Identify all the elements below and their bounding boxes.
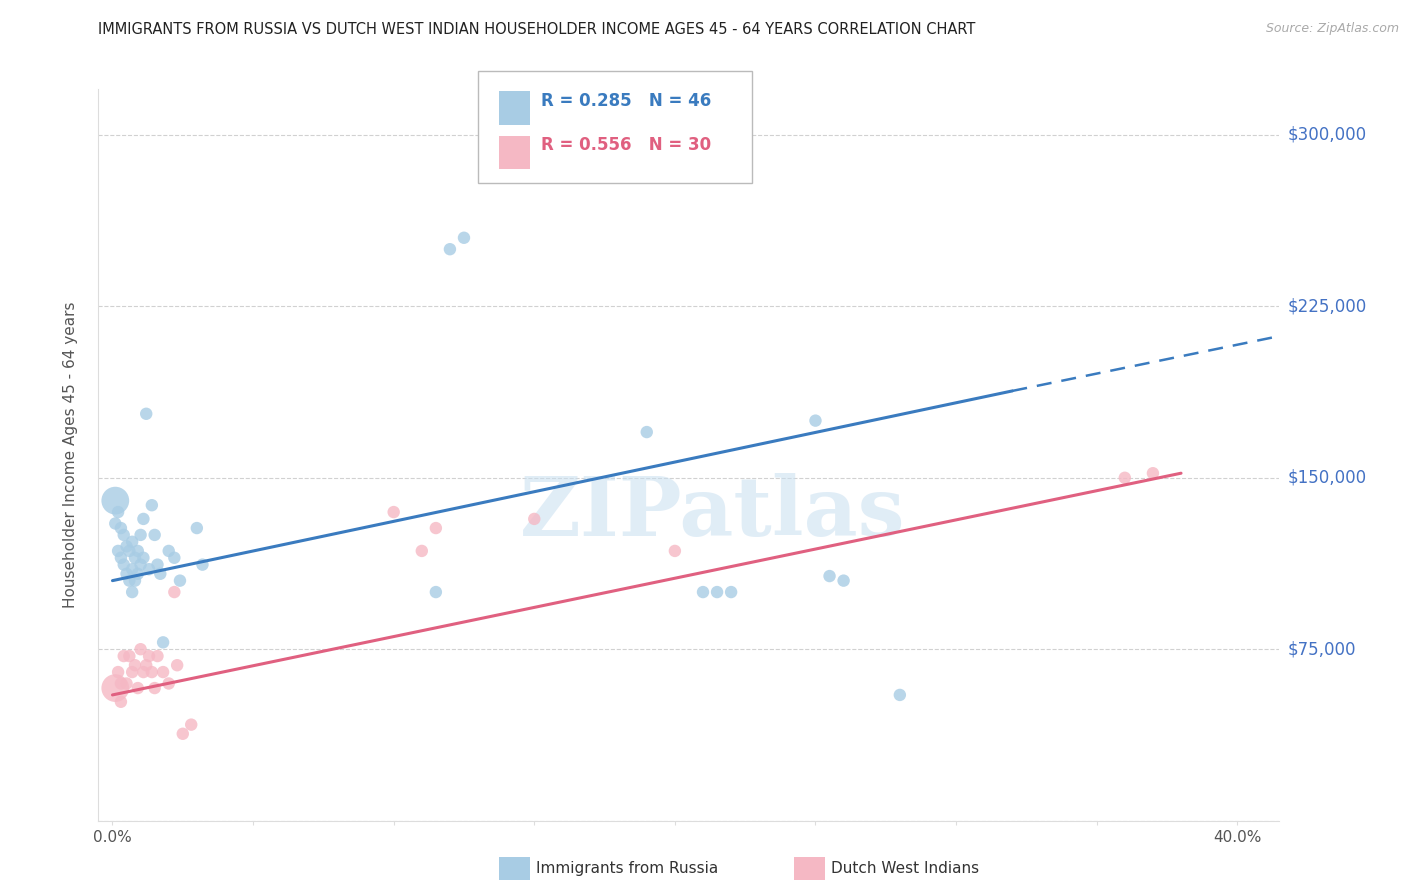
Point <box>439 242 461 256</box>
Point <box>149 566 172 581</box>
Point <box>112 649 135 664</box>
Point <box>132 512 155 526</box>
Text: R = 0.556   N = 30: R = 0.556 N = 30 <box>541 136 711 154</box>
Point <box>104 516 127 531</box>
Text: IMMIGRANTS FROM RUSSIA VS DUTCH WEST INDIAN HOUSEHOLDER INCOME AGES 45 - 64 YEAR: IMMIGRANTS FROM RUSSIA VS DUTCH WEST IND… <box>98 22 976 37</box>
Point <box>832 574 855 588</box>
Point <box>163 585 186 599</box>
Point <box>1142 466 1164 480</box>
Point <box>138 562 160 576</box>
Point <box>127 544 149 558</box>
Point <box>411 544 433 558</box>
Point <box>720 585 742 599</box>
Point <box>124 574 146 588</box>
Point <box>104 681 127 695</box>
Point <box>118 544 141 558</box>
Point <box>107 544 129 558</box>
Point <box>121 534 143 549</box>
Text: $150,000: $150,000 <box>1288 469 1367 487</box>
Point <box>135 407 157 421</box>
Point <box>523 512 546 526</box>
Point <box>664 544 686 558</box>
Point <box>110 550 132 565</box>
Text: ZIPatlas: ZIPatlas <box>520 474 905 553</box>
Point <box>107 505 129 519</box>
Point <box>804 414 827 428</box>
Point <box>118 574 141 588</box>
Point <box>889 688 911 702</box>
Point <box>143 528 166 542</box>
Point <box>382 505 405 519</box>
Point <box>425 585 447 599</box>
Point <box>127 566 149 581</box>
Point <box>121 585 143 599</box>
Point <box>112 528 135 542</box>
Point <box>157 676 180 690</box>
Point <box>152 665 174 679</box>
Point <box>121 665 143 679</box>
Point <box>135 658 157 673</box>
Point <box>110 521 132 535</box>
Point <box>124 658 146 673</box>
Point <box>453 231 475 245</box>
Point <box>172 727 194 741</box>
Y-axis label: Householder Income Ages 45 - 64 years: Householder Income Ages 45 - 64 years <box>63 301 79 608</box>
Point <box>425 521 447 535</box>
Point <box>118 649 141 664</box>
Point <box>121 562 143 576</box>
Point <box>141 665 163 679</box>
Point <box>180 717 202 731</box>
Point <box>163 550 186 565</box>
Point <box>129 642 152 657</box>
Point <box>104 493 127 508</box>
Text: Source: ZipAtlas.com: Source: ZipAtlas.com <box>1265 22 1399 36</box>
Point <box>157 544 180 558</box>
Text: Immigrants from Russia: Immigrants from Russia <box>536 862 718 876</box>
Point <box>124 550 146 565</box>
Text: $75,000: $75,000 <box>1288 640 1357 658</box>
Point <box>132 550 155 565</box>
Point <box>138 649 160 664</box>
Text: Dutch West Indians: Dutch West Indians <box>831 862 979 876</box>
Point <box>152 635 174 649</box>
Text: $225,000: $225,000 <box>1288 297 1367 316</box>
Text: R = 0.285   N = 46: R = 0.285 N = 46 <box>541 92 711 110</box>
Point <box>107 665 129 679</box>
Point <box>112 558 135 572</box>
Point <box>115 566 138 581</box>
Point <box>110 695 132 709</box>
Point <box>146 649 169 664</box>
Point <box>146 558 169 572</box>
Point <box>127 681 149 695</box>
Point <box>115 676 138 690</box>
Point <box>692 585 714 599</box>
Point <box>132 665 155 679</box>
Point <box>115 539 138 553</box>
Point <box>110 676 132 690</box>
Point <box>129 558 152 572</box>
Point <box>706 585 728 599</box>
Point <box>143 681 166 695</box>
Point <box>636 425 658 439</box>
Text: $300,000: $300,000 <box>1288 126 1367 144</box>
Point <box>141 498 163 512</box>
Point <box>186 521 208 535</box>
Point <box>818 569 841 583</box>
Point <box>166 658 188 673</box>
Point <box>191 558 214 572</box>
Point <box>169 574 191 588</box>
Point <box>129 528 152 542</box>
Point <box>1114 471 1136 485</box>
